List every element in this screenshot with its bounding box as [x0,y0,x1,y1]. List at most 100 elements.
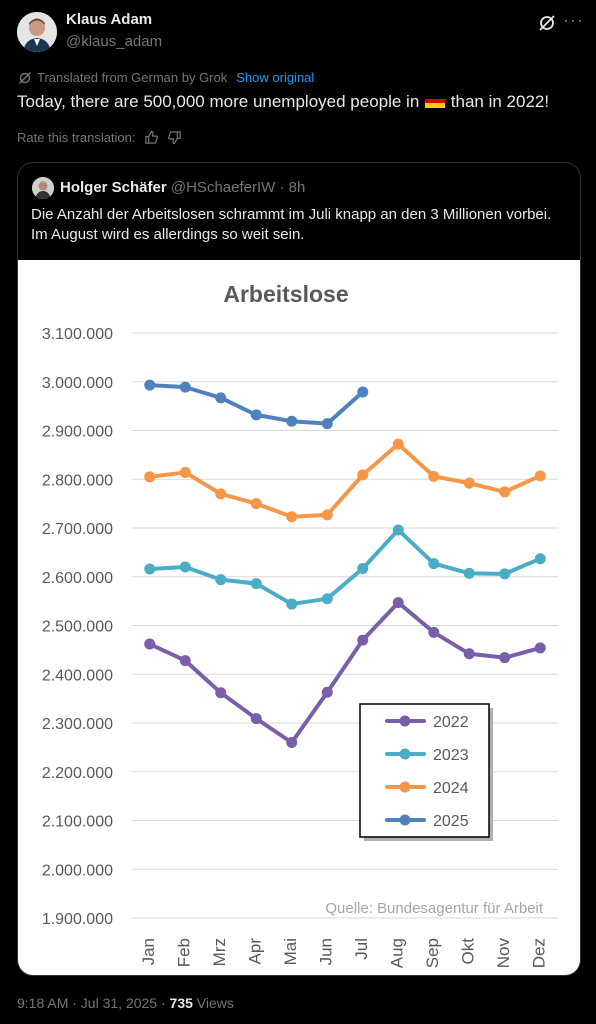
quote-author-handle[interactable]: @HSchaeferIW [170,179,276,196]
data-point [250,409,262,421]
thumbs-down-icon[interactable] [167,130,182,145]
y-tick-label: 2.100.000 [42,814,113,831]
y-tick-label: 2.400.000 [42,667,113,684]
chart-source: Quelle: Bundesagentur für Arbeit [325,900,543,917]
x-tick-label: Dez [530,938,549,968]
data-point [286,511,298,523]
legend-marker [399,748,411,760]
x-tick-label: Apr [246,938,265,965]
data-point [179,466,191,478]
data-point [428,470,440,482]
grok-icon[interactable] [538,14,556,32]
data-point [144,471,156,483]
series-line-2024 [147,442,543,519]
data-point [321,593,333,605]
data-point [392,438,404,450]
x-tick-label: Aug [388,938,407,968]
thumbs-up-icon[interactable] [144,130,159,145]
x-tick-label: Mai [281,938,300,965]
data-point [144,379,156,391]
data-point [250,498,262,510]
grok-small-icon [19,71,31,84]
data-point [534,470,546,482]
x-tick-label: Mrz [210,938,229,966]
quote-author-line[interactable]: Holger Schäfer @HSchaeferIW · 8h [60,179,305,196]
data-point [179,561,191,573]
y-tick-label: 2.300.000 [42,716,113,733]
data-point [321,418,333,430]
show-original-link[interactable]: Show original [236,70,315,85]
x-tick-label: Sep [423,938,442,968]
data-point [286,737,298,748]
y-tick-label: 1.900.000 [42,911,113,928]
views-label: Views [192,995,234,1011]
data-point [215,392,227,404]
x-tick-label: Jun [317,938,336,965]
data-point [179,381,191,393]
post-time[interactable]: 9:18 AM · Jul 31, 2025 · [17,995,170,1011]
germany-flag-icon [425,94,446,108]
data-point [428,626,440,638]
series-line-2022 [147,600,543,745]
data-point [357,386,369,398]
quote-separator: · [279,179,285,196]
y-tick-label: 2.600.000 [42,570,113,587]
x-tick-label: Jul [352,938,371,960]
data-point [499,486,511,498]
data-point [499,568,511,580]
data-point [144,563,156,575]
x-tick-label: Nov [494,938,513,969]
quote-time[interactable]: 8h [288,179,306,196]
rate-translation: Rate this translation: [17,130,182,145]
data-point [534,642,546,654]
legend-marker [399,781,411,793]
legend-marker [399,715,411,727]
legend-label: 2022 [433,714,469,731]
data-point [250,578,262,590]
data-point [321,686,333,698]
legend-box [359,703,490,838]
quote-author-avatar[interactable] [32,177,54,199]
legend-label: 2023 [433,747,469,764]
quote-text: Die Anzahl der Arbeitslosen schrammt im … [31,206,552,243]
chart-legend: 2022 2023 2024 2025 [359,703,493,841]
legend-marker [399,814,411,826]
legend-label: 2024 [433,780,469,797]
tweet-text: Today, there are 500,000 more unemployed… [17,91,549,113]
y-tick-label: 2.800.000 [42,472,113,489]
data-point [392,524,404,536]
post-footer: 9:18 AM · Jul 31, 2025 · 735 Views [17,995,234,1011]
data-point [215,687,227,699]
series-line-2023 [147,527,543,607]
quote-author-name[interactable]: Holger Schäfer [60,179,167,196]
data-point [215,574,227,586]
y-tick-label: 3.000.000 [42,375,113,392]
more-options-icon[interactable]: ··· [563,10,584,30]
translation-notice: Translated from German by Grok Show orig… [18,70,314,85]
y-tick-label: 2.500.000 [42,619,113,636]
chart-title: Arbeitslose [223,281,348,307]
data-point [357,634,369,646]
data-point [250,713,262,725]
chart-image[interactable]: Arbeitslose 3.100.000 3.000.000 2.900.000 2… [18,260,580,975]
data-point [286,415,298,427]
data-point [392,597,404,609]
data-point [463,648,475,660]
author-handle[interactable]: @klaus_adam [66,33,163,50]
quoted-post[interactable]: Holger Schäfer @HSchaeferIW · 8h Die Anz… [17,162,581,976]
data-point [144,638,156,650]
data-point [321,509,333,521]
author-avatar[interactable] [17,12,57,52]
y-tick-label: 2.900.000 [42,424,113,441]
author-name[interactable]: Klaus Adam [66,11,153,28]
data-point [179,655,191,667]
data-point [357,562,369,574]
y-tick-label: 3.100.000 [42,326,113,343]
rate-label: Rate this translation: [17,130,136,145]
views-count: 735 [169,995,193,1011]
legend-label: 2025 [433,813,469,830]
data-point [463,567,475,579]
data-point [286,598,298,610]
translation-note: Translated from German by Grok [37,70,228,85]
y-tick-label: 2.000.000 [42,862,113,879]
